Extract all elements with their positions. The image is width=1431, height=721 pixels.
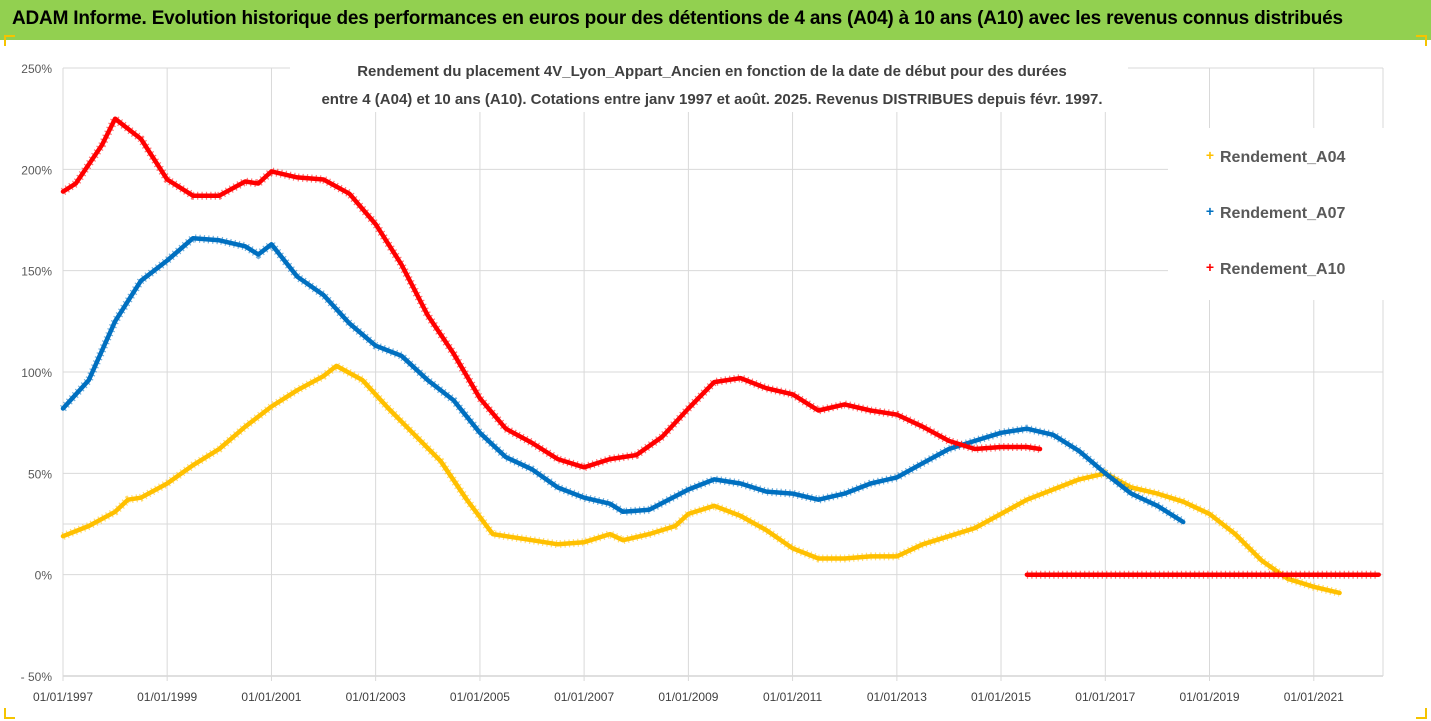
y-tick-label: 150% [21,265,52,279]
x-tick-label: 01/01/2021 [1284,690,1344,704]
legend-label: Rendement_A04 [1220,149,1345,166]
legend-marker: + [1206,147,1214,163]
corner-marker [4,708,15,719]
banner-title: ADAM Informe. Evolution historique des p… [12,8,1343,29]
legend-marker: + [1206,259,1214,275]
corner-marker [1416,708,1427,719]
legend: + Rendement_A04 + Rendement_A07 + Rendement_A… [1168,128,1386,300]
chart-title-line-1: Rendement du placement 4V_Lyon_Appart_An… [357,63,1067,80]
legend-label: Rendement_A07 [1220,205,1345,222]
x-tick-label: 01/01/2003 [346,690,406,704]
y-tick-label: - 50% [21,670,53,684]
series-markers [61,361,1341,597]
x-tick-label: 01/01/2013 [867,690,927,704]
x-tick-label: 01/01/2001 [241,690,301,704]
y-tick-label: 100% [21,366,52,380]
x-tick-label: 01/01/2019 [1179,690,1239,704]
series-layer [60,112,1381,597]
series-markers [60,234,1186,526]
y-tick-label: 0% [35,569,53,583]
x-tick-label: 01/01/2015 [971,690,1031,704]
x-tick-label: 01/01/1997 [33,690,93,704]
chart-title-background [290,52,1128,112]
y-tick-label: 50% [28,467,52,481]
y-tick-label: 250% [21,62,52,76]
x-tick-label: 01/01/2009 [658,690,718,704]
series-line [60,235,1186,525]
x-tick-label: 01/01/2005 [450,690,510,704]
title-banner: ADAM Informe. Evolution historique des p… [0,0,1431,40]
chart-title-line-2: entre 4 (A04) et 10 ans (A10). Cotations… [321,91,1102,108]
legend-label: Rendement_A10 [1220,261,1345,278]
x-axis-ticks: 01/01/1997 01/01/1999 01/01/2001 01/01/2003… [33,690,1344,704]
series-line [60,116,1043,470]
x-tick-label: 01/01/2017 [1075,690,1135,704]
line-chart: 250%200%150%100%50%0%- 50% 01/01/1997 01/… [21,52,1386,704]
corner-marker [4,35,15,46]
y-tick-label: 200% [21,163,52,177]
series-line [60,363,1342,596]
x-tick-label: 01/01/1999 [137,690,197,704]
gridlines [62,67,1384,681]
legend-background [1168,128,1386,300]
series-markers [60,112,1041,472]
legend-marker: + [1206,203,1214,219]
corner-marker [1416,35,1427,46]
x-tick-label: 01/01/2011 [763,690,822,704]
y-axis-ticks: 250% 200% 150% 100% 50% 0% - 50% [21,62,53,684]
x-tick-label: 01/01/2007 [554,690,614,704]
